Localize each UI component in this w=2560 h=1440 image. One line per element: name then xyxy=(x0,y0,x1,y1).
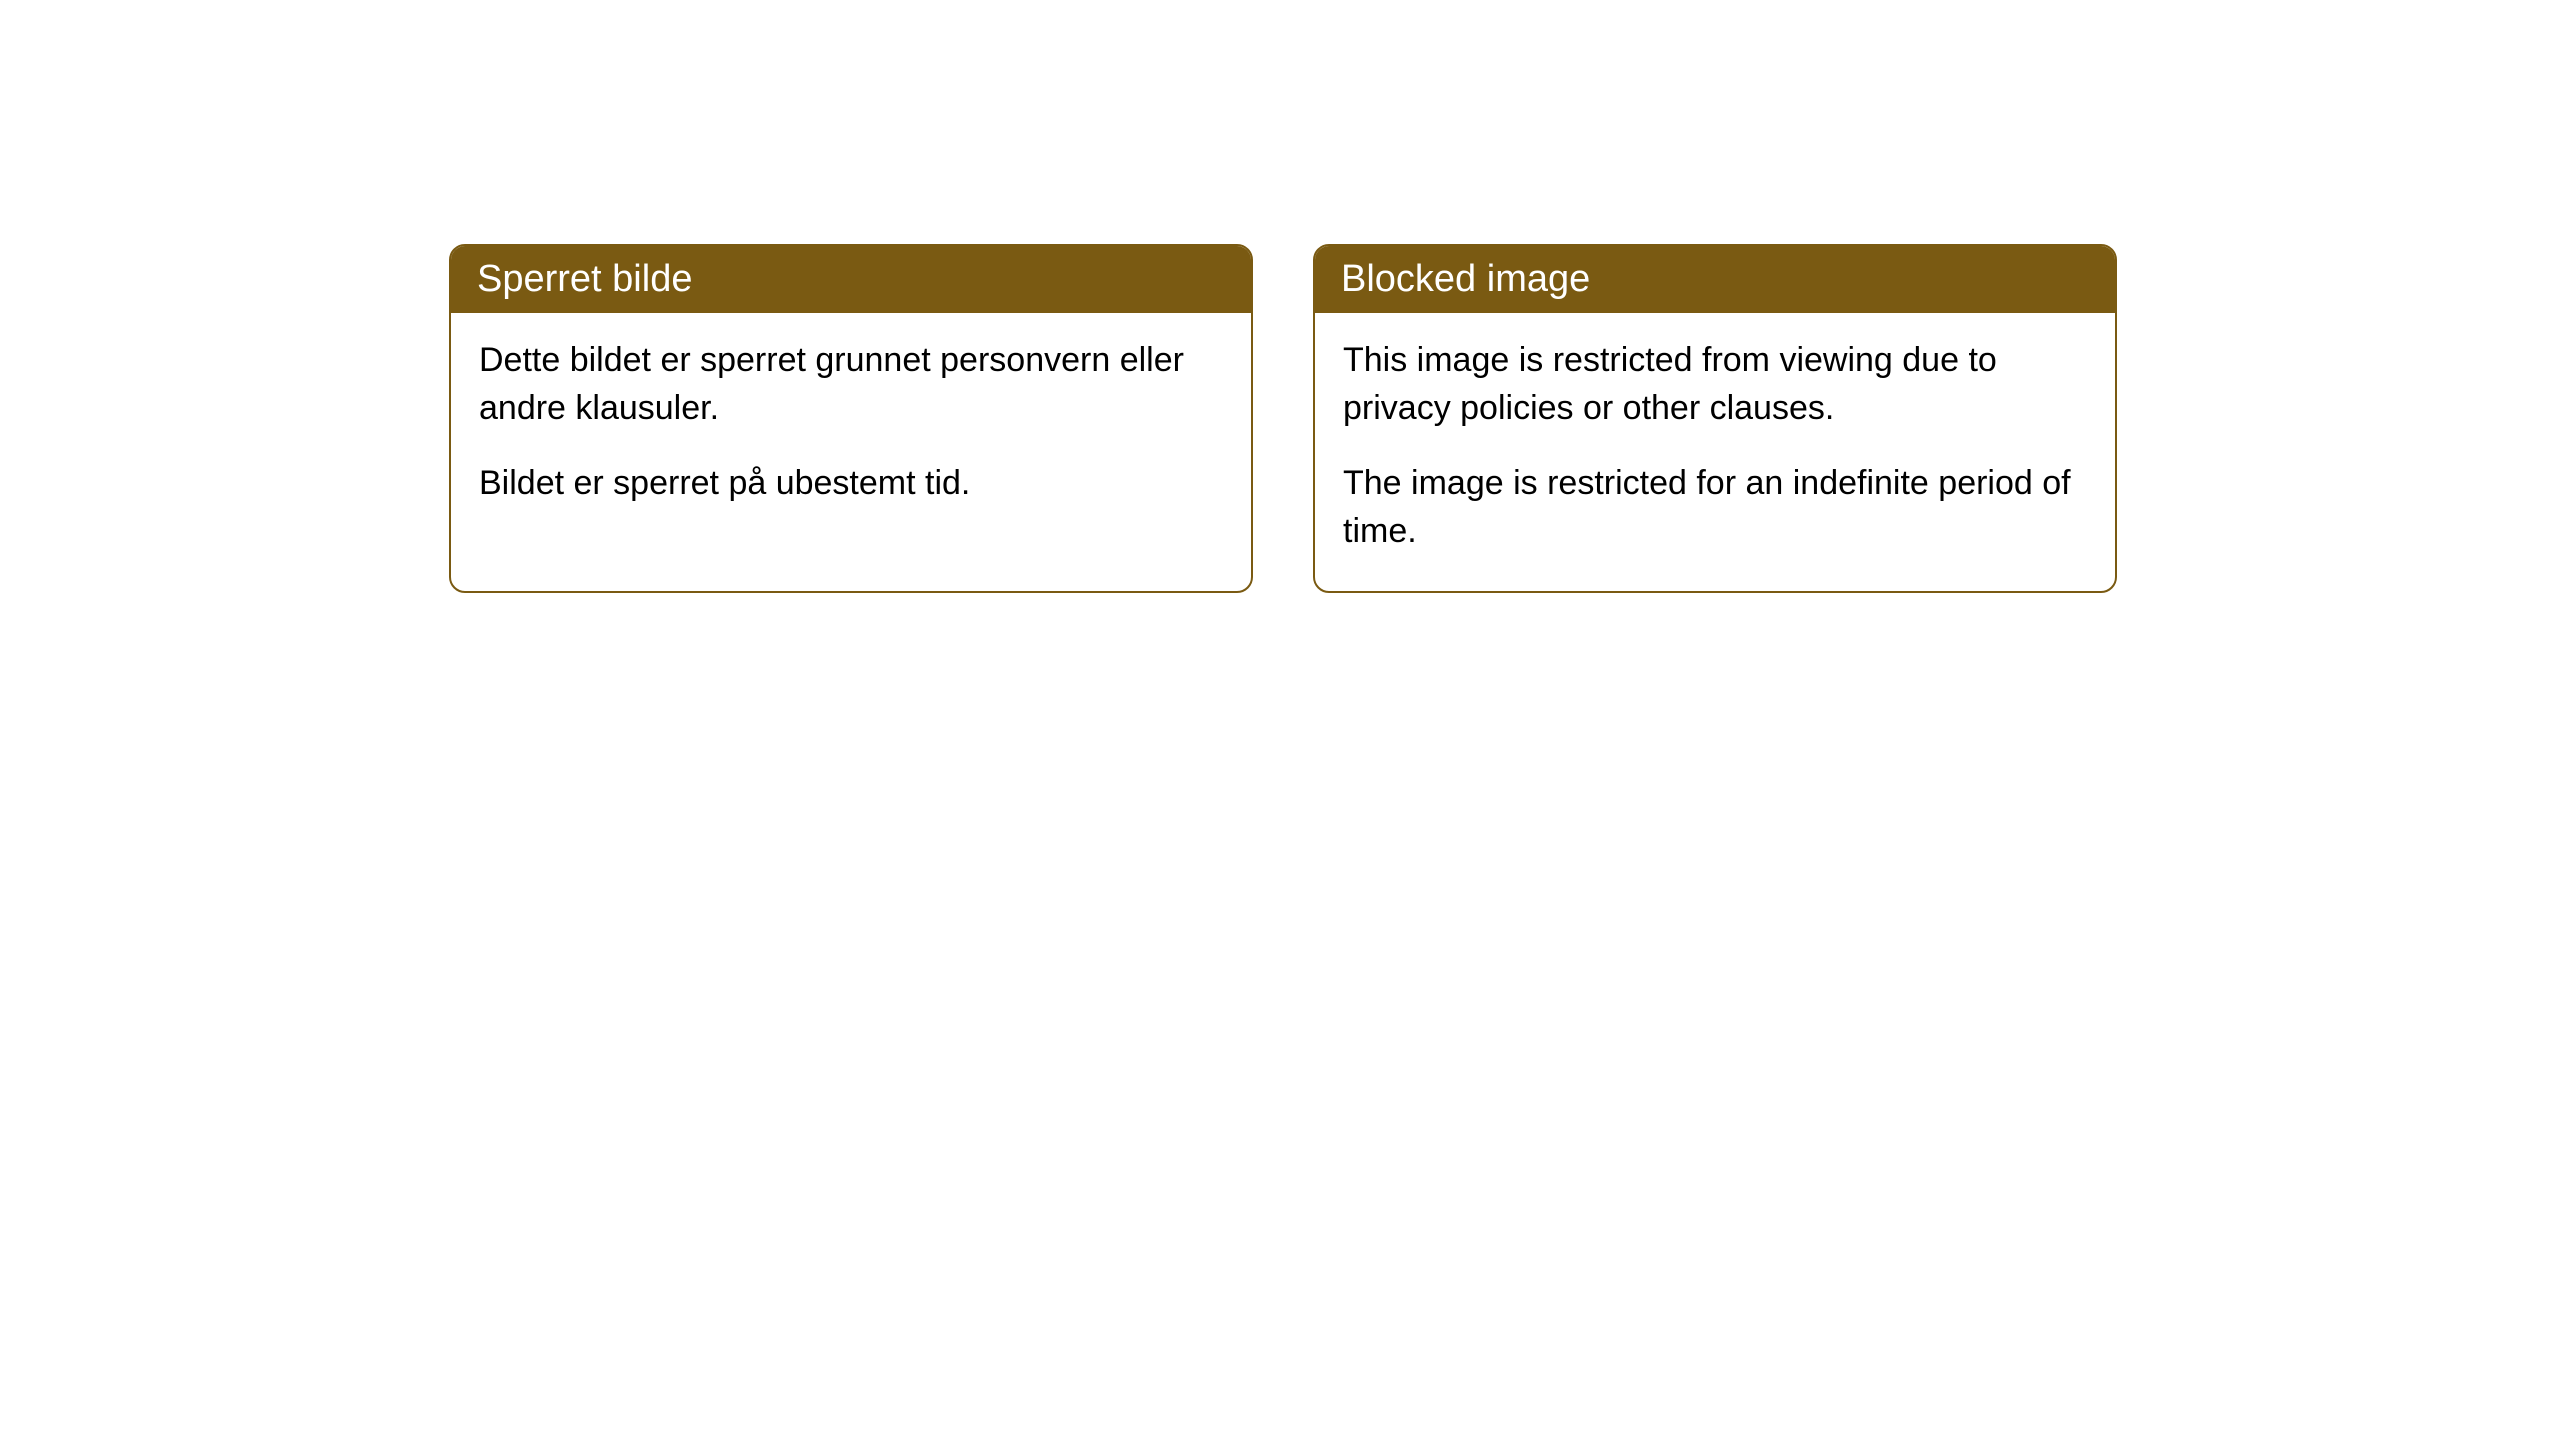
card-header: Blocked image xyxy=(1315,246,2115,313)
card-body: This image is restricted from viewing du… xyxy=(1315,313,2115,591)
blocked-image-card-english: Blocked image This image is restricted f… xyxy=(1313,244,2117,593)
card-title: Sperret bilde xyxy=(477,258,692,300)
card-paragraph-1: This image is restricted from viewing du… xyxy=(1343,337,2087,432)
card-header: Sperret bilde xyxy=(451,246,1251,313)
notice-cards-container: Sperret bilde Dette bildet er sperret gr… xyxy=(449,244,2560,593)
card-paragraph-2: The image is restricted for an indefinit… xyxy=(1343,460,2087,555)
card-body: Dette bildet er sperret grunnet personve… xyxy=(451,313,1251,544)
card-paragraph-1: Dette bildet er sperret grunnet personve… xyxy=(479,337,1223,432)
blocked-image-card-norwegian: Sperret bilde Dette bildet er sperret gr… xyxy=(449,244,1253,593)
card-title: Blocked image xyxy=(1341,258,1590,300)
card-paragraph-2: Bildet er sperret på ubestemt tid. xyxy=(479,460,1223,508)
